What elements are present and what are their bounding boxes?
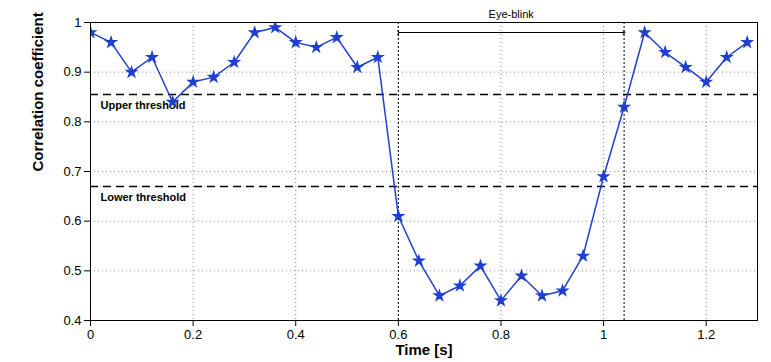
svg-text:1.2: 1.2 (697, 327, 715, 342)
svg-text:0.4: 0.4 (287, 327, 305, 342)
svg-text:Eye-blink: Eye-blink (489, 8, 535, 20)
svg-text:Lower threshold: Lower threshold (101, 191, 187, 203)
svg-text:0: 0 (87, 327, 94, 342)
svg-text:1: 1 (600, 327, 607, 342)
svg-text:0.2: 0.2 (184, 327, 202, 342)
svg-text:0.8: 0.8 (63, 114, 81, 129)
svg-text:0.8: 0.8 (492, 327, 510, 342)
svg-text:0.9: 0.9 (63, 64, 81, 79)
svg-text:0.4: 0.4 (63, 313, 81, 328)
svg-text:Time [s]: Time [s] (395, 341, 452, 358)
svg-text:0.5: 0.5 (63, 263, 81, 278)
svg-text:0.7: 0.7 (63, 164, 81, 179)
svg-text:0.6: 0.6 (63, 213, 81, 228)
svg-text:Upper threshold: Upper threshold (100, 99, 186, 111)
svg-text:1: 1 (74, 15, 81, 30)
svg-text:0.6: 0.6 (389, 327, 407, 342)
svg-text:Correlation coefficient: Correlation coefficient (29, 12, 46, 171)
